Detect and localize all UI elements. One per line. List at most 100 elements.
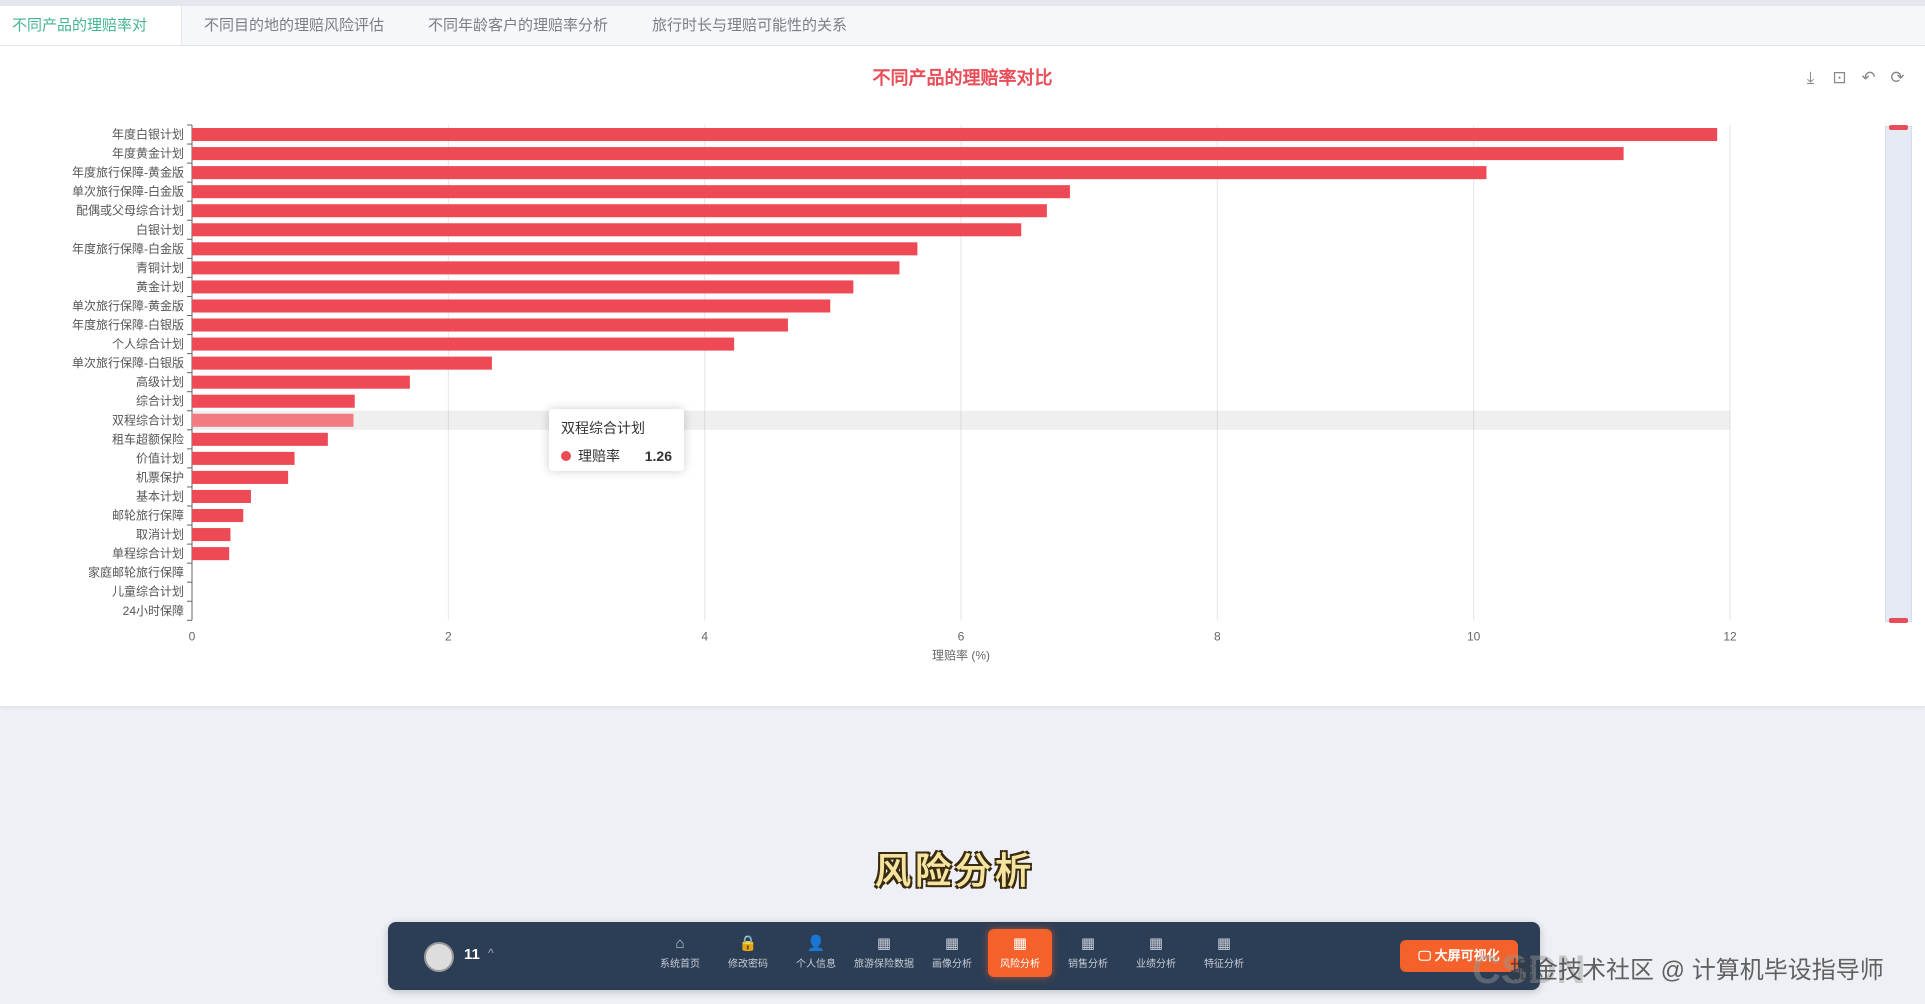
nav-label: 系统首页	[660, 959, 700, 970]
nav-icon: ▦	[1148, 935, 1164, 952]
tab-destination-risk[interactable]: 不同目的地的理赔风险评估	[204, 17, 385, 34]
big-screen-button[interactable]: 🖵 大屏可视化	[1400, 940, 1518, 972]
slider-handle-bottom[interactable]	[1889, 618, 1908, 623]
nav-label: 旅游保险数据	[854, 959, 914, 970]
y-tick-label: 单程综合计划	[112, 546, 184, 561]
nav-icon: ▦	[1080, 935, 1096, 952]
y-tick-label: 黄金计划	[136, 279, 184, 294]
y-tick-label: 高级计划	[136, 374, 184, 389]
restore-icon[interactable]: ⟳	[1890, 68, 1905, 87]
y-tick-label: 单次旅行保障-黄金版	[72, 298, 184, 313]
nav-icon: ⌂	[675, 935, 685, 952]
nav-icon: ▦	[876, 935, 892, 952]
bar	[192, 528, 231, 542]
chart-title: 不同产品的理赔率对比	[872, 68, 1053, 88]
nav-item[interactable]: ▦ 风险分析	[988, 929, 1052, 977]
x-tick-label: 2	[445, 629, 452, 643]
bar-chart: 0 2 4 6 8 10 12 年度白银计划年度黄金计划年度旅行保障-黄金版单次旅行保障-白金…	[72, 124, 1737, 662]
tab-age-claim-rate[interactable]: 不同年龄客户的理赔率分析	[428, 17, 609, 34]
axis-pointer-shadow	[192, 410, 1730, 430]
y-tick-label: 24小时保障	[123, 603, 184, 618]
nav-label: 修改密码	[728, 959, 768, 970]
series-dot-icon	[561, 451, 571, 461]
bar	[192, 261, 900, 275]
nav-item[interactable]: 🔒 修改密码	[716, 929, 780, 977]
y-tick-label: 青铜计划	[136, 260, 184, 275]
top-strip	[0, 0, 1925, 6]
zoom-back-icon[interactable]: ↶	[1861, 68, 1876, 87]
bar	[192, 242, 918, 256]
x-tick-label: 0	[189, 629, 196, 643]
y-tick-label: 年度旅行保障-黄金版	[72, 165, 184, 180]
y-tick-label: 个人综合计划	[112, 336, 184, 351]
bar	[192, 166, 1487, 180]
bar	[192, 470, 289, 484]
bar	[192, 509, 244, 523]
nav-label: 画像分析	[932, 959, 972, 970]
chart-tooltip: 双程综合计划 理赔率 1.26	[549, 409, 684, 471]
chart-toolbox: ⤓ ⊡ ↶ ⟳	[1801, 68, 1907, 87]
bar	[192, 223, 1022, 237]
chart-panel: 0 2 4 6 8 10 12 年度白银计划 年度黄金计划 年度旅行保障-黄金版 单次旅行保障-白金…	[0, 46, 1925, 706]
bar	[192, 451, 295, 465]
y-tick-label: 机票保护	[136, 470, 184, 484]
watermark-text: 掘金技术社区 @ 计算机毕设指导师	[1510, 957, 1884, 984]
nav-label: 风险分析	[1000, 959, 1040, 970]
bar	[192, 394, 355, 408]
y-tick-label: 租车超额保险	[112, 431, 184, 446]
y-tick-label: 单次旅行保障-白银版	[72, 355, 184, 370]
bar	[192, 128, 1718, 142]
nav-item[interactable]: ▦ 业绩分析	[1124, 929, 1188, 977]
tab-product-claim-rate[interactable]: 不同产品的理赔率对比	[0, 6, 182, 74]
y-tick-label: 双程综合计划	[112, 412, 184, 427]
download-icon[interactable]: ⤓	[1806, 68, 1815, 87]
bar	[192, 489, 251, 503]
tooltip-value: 1.26	[644, 448, 672, 464]
nav-label: 特征分析	[1204, 959, 1244, 970]
y-tick-label: 儿童综合计划	[112, 584, 184, 599]
y-tick-label: 综合计划	[136, 393, 184, 408]
data-zoom-slider[interactable]	[1885, 125, 1912, 623]
nav-items: ⌂ 系统首页 🔒 修改密码 👤 个人信息 ▦ 旅游保险数据 ▦ 画像分析 ▦ 风险分析 ▦ 销售分析 ▦ 业绩…	[648, 929, 1256, 977]
bar	[192, 547, 230, 561]
nav-item[interactable]: ▦ 旅游保险数据	[852, 929, 916, 977]
x-tick-label: 12	[1723, 629, 1737, 643]
y-tick-label: 配偶或父母综合计划	[76, 203, 184, 218]
x-axis-label: 理赔率 (%)	[932, 647, 990, 662]
nav-item[interactable]: 👤 个人信息	[784, 929, 848, 977]
nav-icon: ▦	[1216, 935, 1232, 952]
y-tick-label: 年度黄金计划	[112, 146, 184, 161]
y-tick-label: 价值计划	[136, 450, 184, 465]
bar	[192, 432, 328, 446]
bar	[192, 318, 788, 332]
y-tick-label: 年度旅行保障-白金版	[72, 241, 184, 256]
area-zoom-icon[interactable]: ⊡	[1832, 68, 1847, 87]
bottom-nav-bar: 11 ^ ⌂ 系统首页 🔒 修改密码 👤 个人信息 ▦ 旅游保险数据 ▦ 画像分析 ▦ 风险分析 ▦ 销售…	[388, 922, 1540, 990]
nav-icon: 👤	[806, 935, 826, 952]
y-tick-label: 白银计划	[136, 222, 184, 237]
bar	[192, 299, 831, 313]
bar	[192, 147, 1624, 161]
nav-icon: ▦	[944, 935, 960, 952]
x-tick-label: 8	[1214, 629, 1221, 643]
bar	[192, 356, 492, 370]
y-tick-label: 取消计划	[136, 528, 184, 542]
x-tick-label: 4	[701, 629, 708, 643]
username[interactable]: 11	[464, 946, 480, 963]
nav-item[interactable]: ▦ 画像分析	[920, 929, 984, 977]
y-tick-label: 基本计划	[136, 489, 184, 503]
nav-label: 业绩分析	[1136, 959, 1176, 970]
tab-duration-claim[interactable]: 旅行时长与理赔可能性的关系	[652, 17, 848, 34]
chart-tabs: 不同产品的理赔率对比 不同目的地的理赔风险评估 不同年龄客户的理赔率分析 旅行时…	[0, 6, 1925, 74]
x-tick-label: 6	[958, 629, 965, 643]
nav-item[interactable]: ▦ 销售分析	[1056, 929, 1120, 977]
bar	[192, 185, 1070, 199]
chevron-up-icon[interactable]: ^	[488, 946, 494, 960]
slider-handle-top[interactable]	[1889, 125, 1908, 130]
nav-item[interactable]: ▦ 特征分析	[1192, 929, 1256, 977]
avatar[interactable]	[424, 942, 454, 972]
nav-item[interactable]: ⌂ 系统首页	[648, 929, 712, 977]
nav-label: 个人信息	[796, 959, 836, 970]
tooltip-title: 双程综合计划	[561, 420, 645, 436]
y-tick-label: 邮轮旅行保障	[112, 508, 184, 523]
